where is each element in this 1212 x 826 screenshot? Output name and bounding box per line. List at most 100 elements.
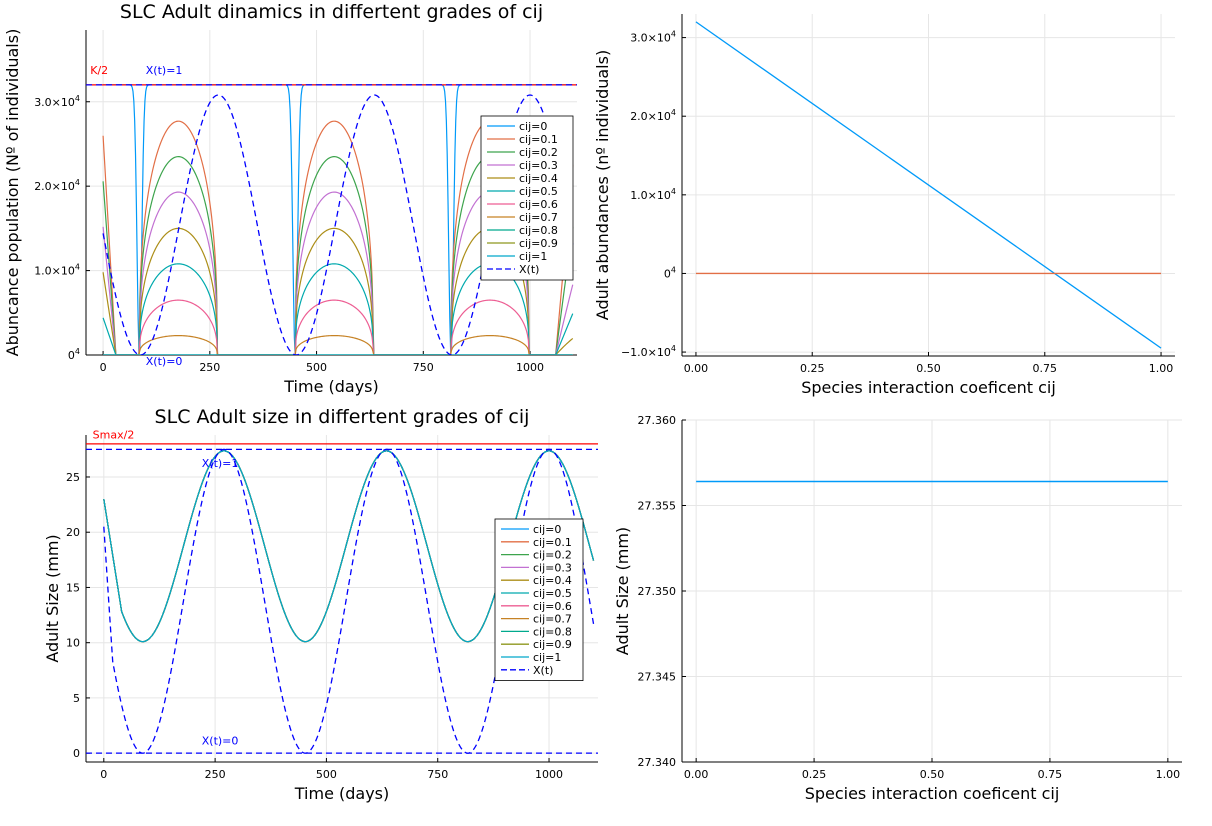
x-tick-label: 0.00 (684, 768, 709, 781)
x-tick-label: 500 (306, 361, 327, 374)
legend-entry: X(t) (519, 263, 539, 276)
y-tick-label: 10 (66, 637, 80, 650)
x-tick-label: 0.00 (684, 362, 709, 375)
y-tick-label: 27.355 (638, 500, 677, 513)
x-tick-label: 0.75 (1038, 768, 1063, 781)
x-tick-label: 1.00 (1156, 768, 1181, 781)
x-tick-label: 500 (316, 768, 337, 781)
legend-entry: cij=0.5 (519, 185, 558, 198)
y-tick-label: 27.350 (638, 585, 677, 598)
legend-entry: cij=0 (519, 120, 547, 133)
y-tick-label: −1.0×104 (621, 344, 676, 359)
y-tick-mantissa: 1.0×10 (34, 265, 75, 278)
y-axis-label: Adult Size (mm) (43, 534, 62, 662)
legend-entry: cij=0.2 (519, 146, 558, 159)
y-tick-exponent: 4 (671, 265, 676, 274)
y-axis-label: Adult abundances (nº individuals) (593, 50, 612, 320)
legend-entry: cij=0.7 (519, 211, 558, 224)
legend-entry: cij=0.6 (519, 198, 558, 211)
legend-entry: cij=0.4 (533, 574, 572, 587)
gridlines (682, 419, 1182, 763)
legend-entry: cij=0.7 (533, 613, 572, 626)
y-tick-label: 25 (66, 471, 80, 484)
y-tick-label: 27.340 (638, 756, 677, 769)
y-tick-exponent: 4 (671, 30, 676, 39)
series-line (103, 299, 573, 355)
y-tick-mantissa: −1.0×10 (621, 346, 671, 359)
annotation-label: X(t)=1 (146, 64, 183, 77)
y-tick-exponent: 4 (75, 94, 80, 103)
x-tick-label: 0 (100, 768, 107, 781)
y-tick-label: 1.0×104 (34, 263, 80, 278)
x-tick-label: 0.25 (802, 768, 827, 781)
x-axis-label: Time (days) (294, 784, 390, 803)
legend-entry: cij=0.6 (533, 600, 572, 613)
x-tick-label: 1000 (516, 361, 544, 374)
legend-entry: cij=0.9 (533, 638, 572, 651)
subplot-1: 0 250 500 750 1000041.0×1042.0×1043.0×104SLC… (3, 1, 577, 396)
x-tick-label: 750 (413, 361, 434, 374)
x-tick-label: 0.25 (800, 362, 825, 375)
y-tick-label: 27.360 (638, 414, 677, 427)
y-axis-label: Adult Size (mm) (613, 527, 632, 655)
y-tick-label: 04 (68, 347, 80, 362)
legend-entry: cij=0.1 (519, 133, 558, 146)
subplot-4: 0.00 0.25 0.50 0.75 1.00 27.340 27.345 27.350 27… (613, 414, 1182, 803)
legend: cij=0cij=0.1cij=0.2cij=0.3cij=0.4cij=0.5… (480, 115, 574, 281)
y-tick-label: 1.0×104 (630, 187, 676, 202)
legend-entry: cij=0.5 (533, 587, 572, 600)
subplot-3: 0 250 500 750 1000 0 5 10 15 20 25 SLC Adult size i… (43, 406, 598, 803)
legend-entry: cij=0.8 (533, 625, 572, 638)
y-tick-label: 15 (66, 581, 80, 594)
y-tick-mantissa: 0 (664, 267, 671, 280)
y-tick-label: 04 (664, 265, 676, 280)
y-tick-label: 3.0×104 (630, 30, 676, 45)
y-tick-mantissa: 1.0×10 (630, 189, 671, 202)
y-tick-exponent: 4 (75, 347, 80, 356)
legend-entry: cij=0.3 (533, 561, 572, 574)
y-axis-label: Abuncance population (Nº of individuals) (3, 29, 22, 357)
y-tick-label: 27.345 (638, 671, 677, 684)
legend-entry: X(t) (533, 664, 553, 677)
y-tick-mantissa: 0 (68, 349, 75, 362)
y-tick-exponent: 4 (75, 263, 80, 272)
legend-box (480, 115, 574, 281)
x-tick-label: 1000 (535, 768, 563, 781)
x-tick-label: 0 (100, 361, 107, 374)
y-tick-label: 3.0×104 (34, 94, 80, 109)
series-line (695, 21, 1162, 349)
chart-title: SLC Adult size in differtent grades of c… (155, 406, 530, 428)
legend-entry: cij=0.8 (519, 224, 558, 237)
x-axis-label: Time (days) (283, 377, 379, 396)
x-tick-label: 250 (205, 768, 226, 781)
annotation-label: X(t)=1 (202, 457, 239, 470)
x-tick-label: 750 (427, 768, 448, 781)
annotation-label: X(t)=0 (146, 355, 183, 368)
y-tick-label: 0 (73, 747, 80, 760)
x-axis-label: Species interaction coeficent cij (805, 784, 1060, 803)
y-tick-mantissa: 2.0×10 (630, 110, 671, 123)
x-tick-label: 250 (199, 361, 220, 374)
x-tick-label: 0.50 (920, 768, 945, 781)
annotation-label: Smax/2 (93, 428, 135, 441)
y-tick-label: 2.0×104 (34, 178, 80, 193)
annotation-label: K/2 (90, 64, 108, 77)
legend-entry: cij=0 (533, 523, 561, 536)
y-tick-exponent: 4 (671, 187, 676, 196)
legend-box (494, 518, 584, 682)
series-line (103, 334, 573, 355)
legend-entry: cij=0.4 (519, 172, 558, 185)
legend-entry: cij=0.2 (533, 549, 572, 562)
legend: cij=0cij=0.1cij=0.2cij=0.3cij=0.4cij=0.5… (494, 518, 584, 682)
gridlines (682, 14, 1175, 356)
legend-entry: cij=0.9 (519, 237, 558, 250)
y-tick-exponent: 4 (75, 178, 80, 187)
legend-entry: cij=0.1 (533, 536, 572, 549)
y-tick-exponent: 4 (671, 344, 676, 353)
x-tick-label: 1.00 (1149, 362, 1174, 375)
x-tick-label: 0.50 (916, 362, 941, 375)
y-tick-mantissa: 2.0×10 (34, 180, 75, 193)
y-tick-mantissa: 3.0×10 (630, 32, 671, 45)
x-axis-label: Species interaction coeficent cij (801, 378, 1056, 397)
